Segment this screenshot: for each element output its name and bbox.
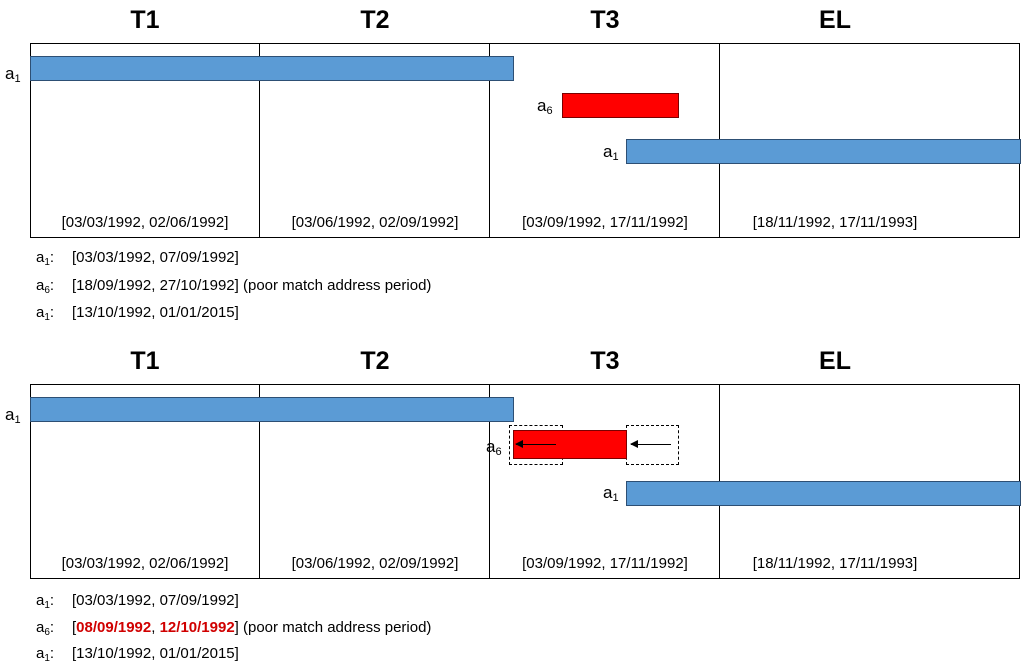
- period-range-t2: [03/06/1992, 02/09/1992]: [291, 214, 459, 231]
- bar-label-a1-first: a1: [5, 64, 21, 85]
- period-range-t1: [03/03/1992, 02/06/1992]: [61, 214, 229, 231]
- shift-arrow-icon: [630, 440, 671, 448]
- period-header-el: EL: [819, 6, 851, 34]
- period-range-t2: [03/06/1992, 02/09/1992]: [291, 555, 459, 572]
- legend-entry-a6-adjusted: a6: [08/09/1992, 12/10/1992] (poor match …: [36, 619, 432, 638]
- legend-entry-a6: a6: [18/09/1992, 27/10/1992] (poor match …: [36, 277, 432, 296]
- address-bar-a1-last: [626, 139, 1021, 164]
- adjusted-start-date: 08/09/1992: [76, 619, 152, 636]
- period-divider: [259, 43, 260, 238]
- period-header-t3: T3: [590, 347, 620, 375]
- bar-label-a1-first: a1: [5, 405, 21, 426]
- period-divider: [259, 384, 260, 579]
- legend-entry-a1-last: a1: [13/10/1992, 01/01/2015]: [36, 304, 239, 323]
- address-bar-a1-last: [626, 481, 1021, 506]
- period-header-t1: T1: [130, 347, 160, 375]
- bar-label-a1-last: a1: [603, 483, 619, 504]
- period-divider: [489, 384, 490, 579]
- period-range-t3: [03/09/1992, 17/11/1992]: [522, 555, 688, 572]
- period-header-el: EL: [819, 347, 851, 375]
- bar-label-a6: a6: [486, 437, 502, 458]
- period-range-t1: [03/03/1992, 02/06/1992]: [61, 555, 229, 572]
- legend-entry-a1-last: a1: [13/10/1992, 01/01/2015]: [36, 645, 239, 664]
- period-divider: [489, 43, 490, 238]
- period-header-t2: T2: [360, 347, 390, 375]
- address-bar-a6-poor-match: [562, 93, 679, 118]
- period-header-t3: T3: [590, 6, 620, 34]
- period-header-t2: T2: [360, 6, 390, 34]
- period-header-t1: T1: [130, 6, 160, 34]
- legend-entry-a1-first: a1: [03/03/1992, 07/09/1992]: [36, 249, 239, 268]
- bar-label-a6: a6: [537, 96, 553, 117]
- address-bar-a1-first: [30, 56, 514, 81]
- period-range-el: [18/11/1992, 17/11/1993]: [752, 555, 918, 572]
- bar-label-a1-last: a1: [603, 142, 619, 163]
- legend-entry-a1-first: a1: [03/03/1992, 07/09/1992]: [36, 592, 239, 611]
- shift-arrow-icon: [515, 440, 556, 448]
- adjusted-end-date: 12/10/1992: [159, 619, 235, 636]
- address-bar-a1-first: [30, 397, 514, 422]
- period-range-t3: [03/09/1992, 17/11/1992]: [522, 214, 688, 231]
- period-range-el: [18/11/1992, 17/11/1993]: [752, 214, 918, 231]
